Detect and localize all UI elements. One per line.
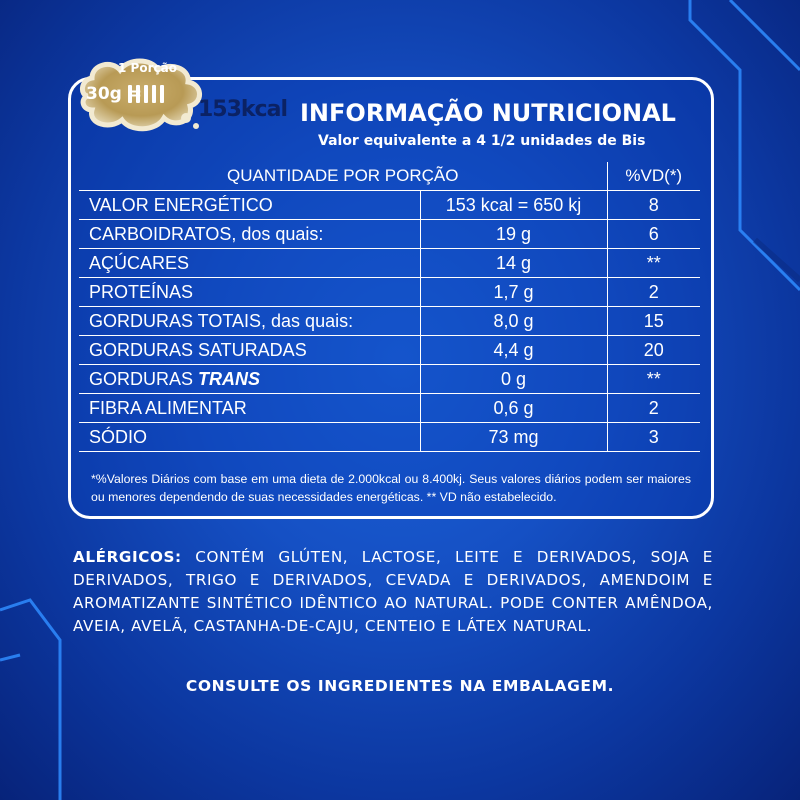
table-row: CARBOIDRATOS, dos quais: 19 g 6 [79, 219, 701, 249]
header-quantity: QUANTIDADE POR PORÇÃO [79, 162, 608, 191]
nutrient-dv: 20 [606, 335, 701, 365]
nutrient-dv: 2 [606, 393, 701, 423]
nutrient-name: SÓDIO [79, 422, 421, 452]
nutrient-amount: 8,0 g [419, 306, 608, 336]
nutrient-name: CARBOIDRATOS, dos quais: [79, 219, 421, 249]
nutrient-name: GORDURAS SATURADAS [79, 335, 421, 365]
allergens-list: CONTÉM GLÚTEN, LACTOSE, LEITE E DERIVADO… [73, 548, 713, 635]
nutrient-dv: ** [606, 248, 701, 278]
consult-ingredients-note: CONSULTE OS INGREDIENTES NA EMBALAGEM. [185, 677, 615, 695]
nutrient-dv: 2 [606, 277, 701, 307]
nutrient-amount: 4,4 g [419, 335, 608, 365]
nutrient-amount: 0 g [419, 364, 608, 394]
page-title: INFORMAÇÃO NUTRICIONAL [300, 99, 676, 127]
nutrient-name: FIBRA ALIMENTAR [79, 393, 421, 423]
nutrient-amount: 73 mg [419, 422, 608, 452]
table-row: PROTEÍNAS 1,7 g 2 [79, 277, 701, 307]
table-row: AÇÚCARES 14 g ** [79, 248, 701, 278]
nutrient-name: GORDURAS TOTAIS, das quais: [79, 306, 421, 336]
table-row: GORDURAS TOTAIS, das quais: 8,0 g 15 [79, 306, 701, 336]
nutrient-dv: 8 [606, 190, 701, 220]
nutrient-name: AÇÚCARES [79, 248, 421, 278]
nutrient-name: VALOR ENERGÉTICO [79, 190, 421, 220]
allergens-label: ALÉRGICOS: [73, 548, 182, 566]
table-header-row: QUANTIDADE POR PORÇÃO %VD(*) [79, 162, 701, 191]
calorie-count: 153kcal [198, 97, 288, 122]
table-row: SÓDIO 73 mg 3 [79, 422, 701, 452]
portion-label: 1 Porção [118, 61, 177, 75]
nutrient-dv: ** [606, 364, 701, 394]
nutrient-dv: 3 [606, 422, 701, 452]
nutrient-amount: 0,6 g [419, 393, 608, 423]
nutrient-amount: 1,7 g [419, 277, 608, 307]
nutrient-amount: 153 kcal = 650 kj [419, 190, 608, 220]
nutrient-name-text: GORDURAS [89, 368, 194, 389]
table-row: GORDURAS SATURADAS 4,4 g 20 [79, 335, 701, 365]
nutrient-dv: 15 [606, 306, 701, 336]
page-subtitle: Valor equivalente a 4 1/2 unidades de Bi… [318, 133, 646, 149]
trans-emphasis: TRANS [198, 368, 261, 389]
table-row: GORDURAS TRANS 0 g ** [79, 364, 701, 394]
portion-units-icon [128, 85, 164, 103]
table-row: VALOR ENERGÉTICO 153 kcal = 650 kj 8 [79, 190, 701, 220]
nutrient-amount: 19 g [419, 219, 608, 249]
nutrient-dv: 6 [606, 219, 701, 249]
header-dv: %VD(*) [606, 162, 701, 191]
portion-badge [78, 56, 208, 134]
table-row: FIBRA ALIMENTAR 0,6 g 2 [79, 393, 701, 423]
table-footnote: *%Valores Diários com base em uma dieta … [91, 472, 691, 504]
nutrition-table: QUANTIDADE POR PORÇÃO %VD(*) VALOR ENERG… [79, 162, 701, 452]
nutrient-amount: 14 g [419, 248, 608, 278]
nutrient-name: PROTEÍNAS [79, 277, 421, 307]
nutrient-name: GORDURAS TRANS [79, 364, 421, 394]
allergens-text: ALÉRGICOS: CONTÉM GLÚTEN, LACTOSE, LEITE… [73, 546, 713, 638]
cloud-icon [80, 58, 202, 132]
